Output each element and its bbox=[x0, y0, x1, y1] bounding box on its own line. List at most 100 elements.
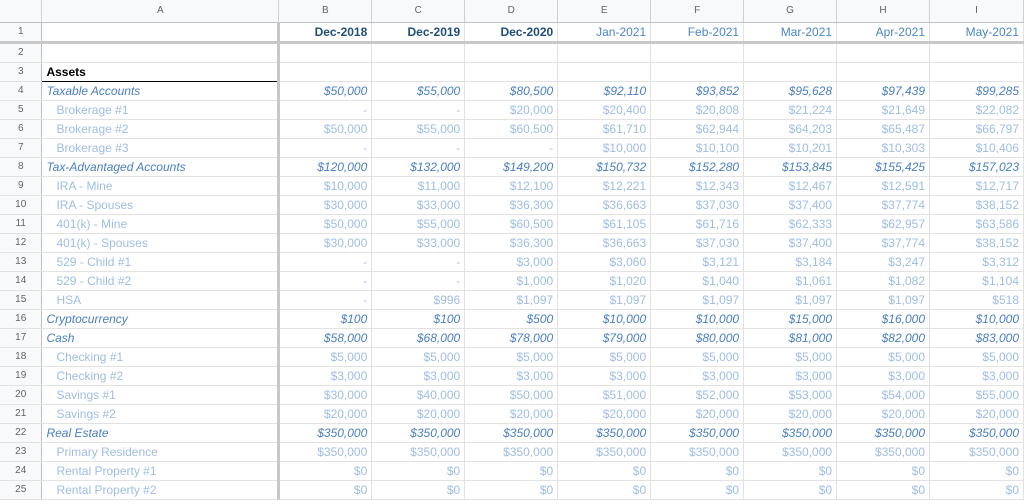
cell[interactable] bbox=[557, 42, 652, 63]
value-cell[interactable]: $50,000 bbox=[464, 385, 559, 405]
value-cell[interactable]: $0 bbox=[650, 480, 745, 500]
row-number[interactable]: 17 bbox=[0, 328, 43, 348]
value-cell[interactable]: $0 bbox=[836, 461, 930, 481]
value-cell[interactable]: $0 bbox=[278, 480, 373, 500]
row-number[interactable]: 2 bbox=[0, 42, 43, 63]
value-cell[interactable]: $150,732 bbox=[557, 157, 652, 177]
value-cell[interactable]: $0 bbox=[464, 480, 559, 500]
value-cell[interactable]: $36,300 bbox=[464, 195, 559, 215]
value-cell[interactable]: $996 bbox=[371, 290, 466, 310]
column-header-a[interactable]: A bbox=[41, 0, 280, 23]
value-cell[interactable]: $10,000 bbox=[929, 309, 1024, 329]
value-cell[interactable]: $350,000 bbox=[650, 442, 745, 462]
section-title-cell[interactable]: Assets bbox=[41, 62, 281, 82]
value-cell[interactable]: - bbox=[278, 138, 373, 158]
value-cell[interactable]: $5,000 bbox=[371, 347, 466, 367]
row-number[interactable]: 10 bbox=[0, 195, 43, 215]
row-label-cell[interactable]: Cryptocurrency bbox=[41, 309, 281, 329]
value-cell[interactable]: - bbox=[278, 271, 373, 291]
value-cell[interactable]: $55,000 bbox=[371, 214, 466, 234]
date-header-cell[interactable]: Dec-2018 bbox=[278, 22, 373, 44]
value-cell[interactable]: $350,000 bbox=[371, 442, 466, 462]
value-cell[interactable]: $1,097 bbox=[650, 290, 745, 310]
value-cell[interactable]: $152,280 bbox=[650, 157, 745, 177]
value-cell[interactable]: $1,097 bbox=[557, 290, 652, 310]
value-cell[interactable]: $37,400 bbox=[743, 195, 838, 215]
column-header-g[interactable]: G bbox=[743, 0, 838, 23]
value-cell[interactable]: $20,000 bbox=[464, 404, 559, 424]
value-cell[interactable]: $20,000 bbox=[836, 404, 930, 424]
value-cell[interactable]: $12,343 bbox=[650, 176, 745, 196]
row-number[interactable]: 14 bbox=[0, 271, 43, 291]
value-cell[interactable]: $11,000 bbox=[371, 176, 466, 196]
value-cell[interactable]: $350,000 bbox=[743, 442, 838, 462]
value-cell[interactable]: $0 bbox=[371, 480, 466, 500]
value-cell[interactable]: $350,000 bbox=[557, 442, 652, 462]
value-cell[interactable]: $5,000 bbox=[464, 347, 559, 367]
column-header-f[interactable]: F bbox=[650, 0, 745, 23]
value-cell[interactable]: $10,201 bbox=[743, 138, 838, 158]
value-cell[interactable]: $30,000 bbox=[278, 385, 373, 405]
value-cell[interactable]: $3,121 bbox=[650, 252, 745, 272]
value-cell[interactable]: $1,097 bbox=[464, 290, 559, 310]
value-cell[interactable]: $37,774 bbox=[836, 233, 930, 253]
row-number[interactable]: 4 bbox=[0, 81, 43, 101]
row-label-cell[interactable]: Savings #1 bbox=[41, 385, 281, 405]
value-cell[interactable]: $99,285 bbox=[929, 81, 1024, 101]
cell[interactable] bbox=[743, 42, 838, 63]
value-cell[interactable]: $53,000 bbox=[743, 385, 838, 405]
value-cell[interactable]: $37,400 bbox=[743, 233, 838, 253]
value-cell[interactable]: $15,000 bbox=[743, 309, 838, 329]
row-label-cell[interactable]: Rental Property #1 bbox=[41, 461, 281, 481]
value-cell[interactable]: $350,000 bbox=[278, 442, 373, 462]
value-cell[interactable]: $350,000 bbox=[929, 423, 1024, 443]
value-cell[interactable]: $97,439 bbox=[836, 81, 930, 101]
value-cell[interactable]: $20,000 bbox=[371, 404, 466, 424]
value-cell[interactable]: $3,000 bbox=[743, 366, 838, 386]
date-header-cell[interactable]: Dec-2020 bbox=[464, 22, 559, 44]
row-number[interactable]: 1 bbox=[0, 22, 43, 44]
value-cell[interactable]: $20,000 bbox=[557, 404, 652, 424]
value-cell[interactable]: $30,000 bbox=[278, 233, 373, 253]
value-cell[interactable]: $20,808 bbox=[650, 100, 745, 120]
value-cell[interactable]: $350,000 bbox=[464, 423, 559, 443]
row-label-cell[interactable]: 529 - Child #1 bbox=[41, 252, 281, 272]
value-cell[interactable]: $5,000 bbox=[557, 347, 652, 367]
cell[interactable] bbox=[41, 42, 281, 63]
value-cell[interactable]: $350,000 bbox=[929, 442, 1024, 462]
value-cell[interactable]: $10,406 bbox=[929, 138, 1024, 158]
value-cell[interactable]: $3,000 bbox=[464, 252, 559, 272]
value-cell[interactable]: $37,774 bbox=[836, 195, 930, 215]
value-cell[interactable]: $10,000 bbox=[557, 138, 652, 158]
date-header-cell[interactable]: Mar-2021 bbox=[743, 22, 838, 44]
cell[interactable] bbox=[41, 22, 281, 44]
row-label-cell[interactable]: Tax-Advantaged Accounts bbox=[41, 157, 281, 177]
value-cell[interactable]: $1,040 bbox=[650, 271, 745, 291]
value-cell[interactable]: $1,000 bbox=[464, 271, 559, 291]
value-cell[interactable]: $12,717 bbox=[929, 176, 1024, 196]
date-header-cell[interactable]: May-2021 bbox=[929, 22, 1024, 44]
value-cell[interactable]: $0 bbox=[743, 480, 838, 500]
value-cell[interactable]: $350,000 bbox=[557, 423, 652, 443]
value-cell[interactable]: $0 bbox=[929, 461, 1024, 481]
value-cell[interactable]: $3,184 bbox=[743, 252, 838, 272]
column-header-e[interactable]: E bbox=[557, 0, 652, 23]
value-cell[interactable]: $64,203 bbox=[743, 119, 838, 139]
value-cell[interactable]: $66,797 bbox=[929, 119, 1024, 139]
value-cell[interactable]: $58,000 bbox=[278, 328, 373, 348]
value-cell[interactable]: $20,000 bbox=[464, 100, 559, 120]
row-number[interactable]: 24 bbox=[0, 461, 43, 481]
value-cell[interactable]: $10,303 bbox=[836, 138, 930, 158]
row-number[interactable]: 22 bbox=[0, 423, 43, 443]
value-cell[interactable]: $80,500 bbox=[464, 81, 559, 101]
value-cell[interactable]: $83,000 bbox=[929, 328, 1024, 348]
column-header-b[interactable]: B bbox=[278, 0, 373, 23]
value-cell[interactable]: $0 bbox=[836, 480, 930, 500]
value-cell[interactable]: $500 bbox=[464, 309, 559, 329]
value-cell[interactable]: $52,000 bbox=[650, 385, 745, 405]
row-number[interactable]: 13 bbox=[0, 252, 43, 272]
value-cell[interactable]: $0 bbox=[371, 461, 466, 481]
row-number[interactable]: 21 bbox=[0, 404, 43, 424]
value-cell[interactable]: $36,300 bbox=[464, 233, 559, 253]
value-cell[interactable]: $61,105 bbox=[557, 214, 652, 234]
